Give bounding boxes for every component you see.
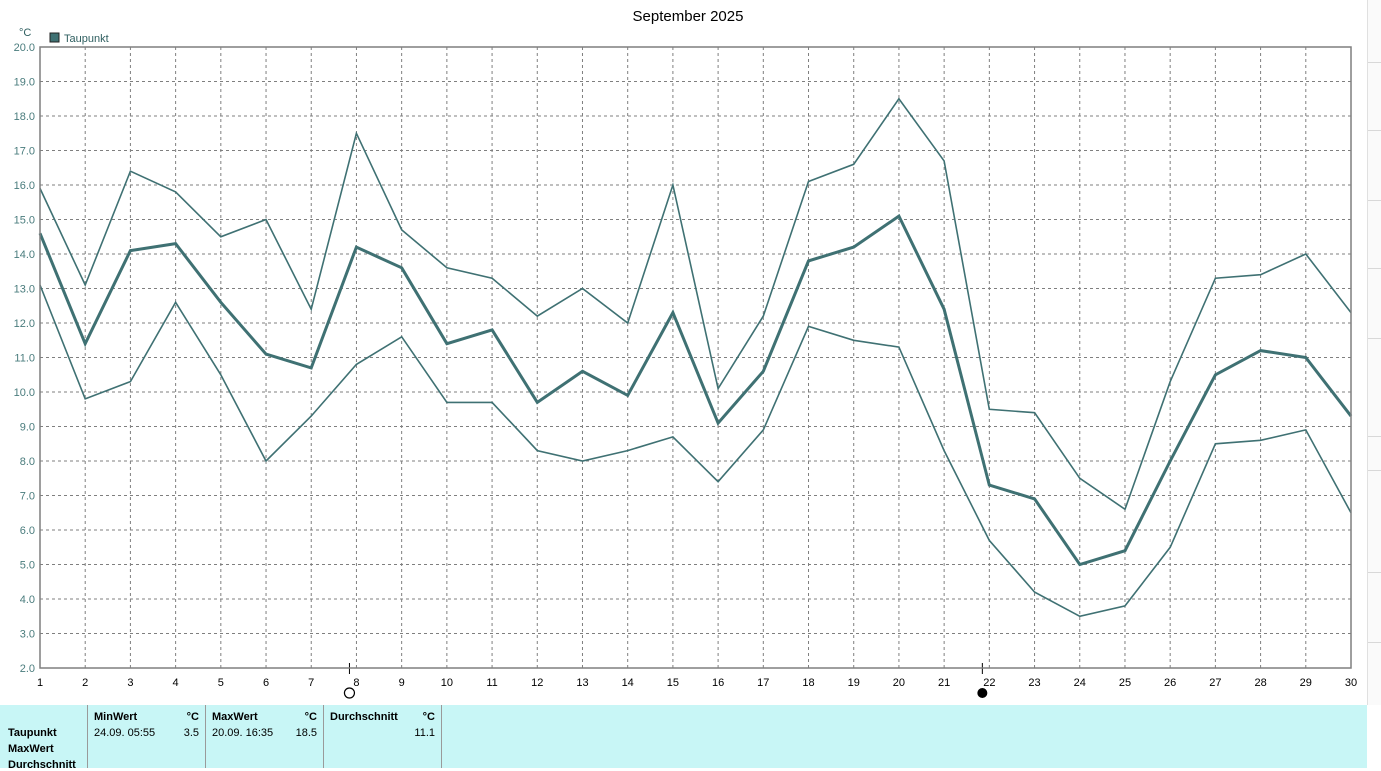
legend-label-taupunkt: Taupunkt (64, 33, 109, 45)
y-tick-label: 9.0 (20, 422, 35, 434)
x-tick-label: 4 (173, 677, 179, 689)
x-tick-label: 26 (1164, 677, 1176, 689)
x-tick-label: 3 (127, 677, 133, 689)
x-tick-label: 30 (1345, 677, 1357, 689)
dewpoint-chart: September 2025 °C Taupunkt 2.0 3.0 4.0 5.0 6… (14, 8, 1357, 699)
x-tick-label: 5 (218, 677, 224, 689)
stats-col-max: MaxWert °C 20.09. 16:35 18.5 (206, 705, 324, 768)
grid (40, 47, 1351, 668)
series-line-avg (38, 213, 1353, 567)
y-tick-label: 7.0 (20, 491, 35, 503)
x-tick-label: 15 (667, 677, 679, 689)
series-line-max (39, 97, 1352, 511)
y-tick-label: 14.0 (14, 249, 35, 261)
x-tick-label: 1 (37, 677, 43, 689)
stats-max-time: 20.09. 16:35 (212, 727, 274, 739)
y-tick-label: 18.0 (14, 111, 35, 123)
stats-avg-value: 11.1 (414, 727, 435, 739)
stats-max-header: MaxWert (212, 711, 258, 723)
new-moon-icon (977, 688, 988, 698)
x-tick-label: 25 (1119, 677, 1131, 689)
x-tick-label: 27 (1209, 677, 1221, 689)
x-tick-label: 10 (441, 677, 453, 689)
y-axis-unit: °C (19, 27, 31, 39)
x-tick-label: 24 (1074, 677, 1086, 689)
legend: Taupunkt (49, 32, 109, 45)
y-tick-label: 19.0 (14, 77, 35, 89)
full-moon-icon (343, 687, 356, 699)
x-tick-label: 8 (353, 677, 359, 689)
x-tick-label: 14 (622, 677, 634, 689)
stats-panel: Taupunkt MaxWert Durchschnitt MinWert °C… (0, 705, 1367, 771)
x-tick-label: 23 (1028, 677, 1040, 689)
y-tick-label: 3.0 (20, 629, 35, 641)
y-tick-label: 8.0 (20, 456, 35, 468)
y-tick-label: 16.0 (14, 180, 35, 192)
stats-min-unit: °C (186, 711, 199, 723)
x-tick-label: 22 (983, 677, 995, 689)
stats-min-time: 24.09. 05:55 (94, 727, 156, 739)
x-tick-label: 17 (757, 677, 769, 689)
x-tick-label: 13 (576, 677, 588, 689)
stats-avg-unit: °C (422, 711, 435, 723)
x-tick-label: 19 (848, 677, 860, 689)
x-tick-label: 9 (399, 677, 405, 689)
x-tick-label: 18 (802, 677, 814, 689)
chart-title: September 2025 (633, 8, 744, 25)
legend-swatch-taupunkt (49, 32, 60, 43)
x-tick-label: 28 (1254, 677, 1266, 689)
y-tick-label: 2.0 (20, 663, 35, 675)
x-tick-label: 6 (263, 677, 269, 689)
moon-markers (343, 663, 988, 699)
stats-col-min: MinWert °C 24.09. 05:55 3.5 (88, 705, 206, 768)
x-tick-label: 12 (531, 677, 543, 689)
x-tick-label: 16 (712, 677, 724, 689)
x-tick-label: 2 (82, 677, 88, 689)
plot-frame (39, 46, 1352, 669)
x-tick-label: 7 (308, 677, 314, 689)
x-axis-ticks: 1 2 3 4 5 6 7 8 9 10 11 12 13 14 15 16 17 18 19 20 21 22 23 24 2… (37, 677, 1357, 689)
y-tick-label: 5.0 (20, 560, 35, 572)
right-edge-strip (1367, 0, 1381, 705)
x-tick-label: 21 (938, 677, 950, 689)
stats-min-value: 3.5 (183, 727, 199, 739)
y-axis-ticks: 2.0 3.0 4.0 5.0 6.0 7.0 8.0 9.0 10.0 11.0 12.0 13.0… (14, 42, 35, 675)
y-tick-label: 11.0 (14, 353, 35, 365)
y-tick-label: 15.0 (14, 215, 35, 227)
stats-row-labels: Taupunkt MaxWert Durchschnitt (0, 705, 88, 771)
stats-max-value: 18.5 (295, 727, 317, 739)
stats-row-maxwert: MaxWert (8, 743, 54, 755)
stats-col-avg: Durchschnitt °C 11.1 (324, 705, 442, 768)
stats-min-header: MinWert (94, 711, 138, 723)
stats-row-taupunkt: Taupunkt (8, 727, 57, 739)
x-tick-label: 20 (893, 677, 905, 689)
y-tick-label: 4.0 (20, 594, 35, 606)
y-tick-label: 17.0 (14, 146, 35, 158)
y-tick-label: 12.0 (14, 318, 35, 330)
stats-max-unit: °C (304, 711, 317, 723)
y-tick-label: 20.0 (14, 42, 35, 54)
x-tick-label: 29 (1300, 677, 1312, 689)
series-line-min (39, 284, 1352, 618)
y-tick-label: 13.0 (14, 284, 35, 296)
series-layer (38, 97, 1353, 618)
stats-avg-header: Durchschnitt (330, 711, 398, 723)
x-tick-label: 11 (486, 677, 497, 689)
stats-row-durchschnitt: Durchschnitt (8, 759, 76, 771)
y-tick-label: 6.0 (20, 525, 35, 537)
y-tick-label: 10.0 (14, 387, 35, 399)
